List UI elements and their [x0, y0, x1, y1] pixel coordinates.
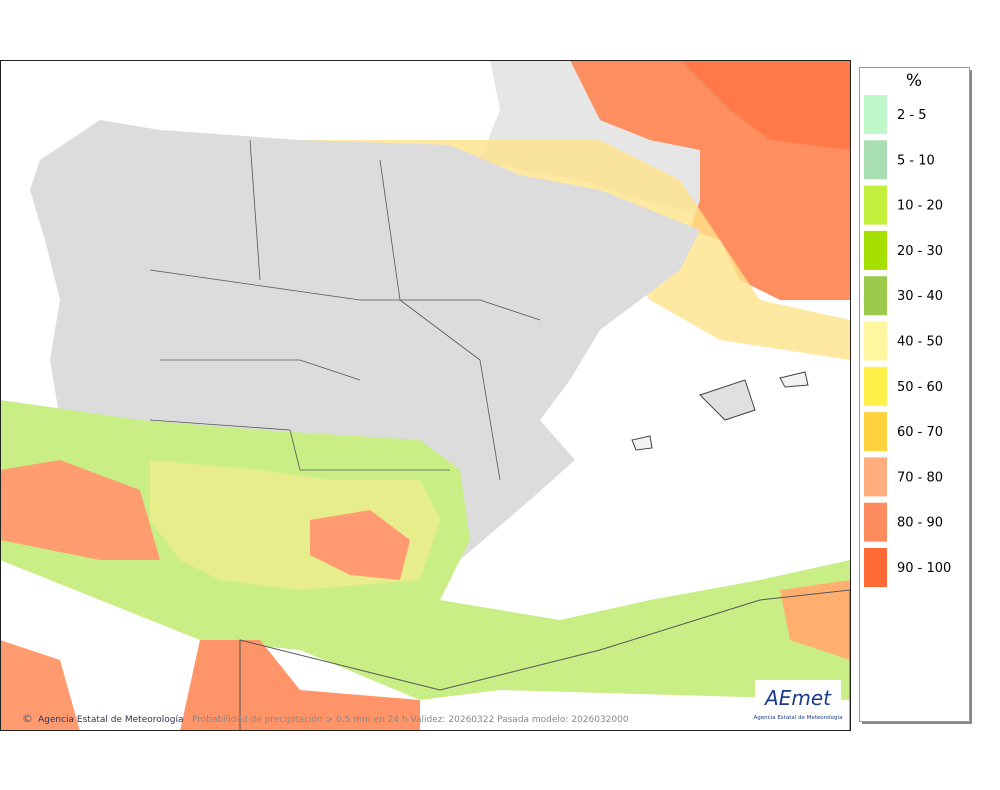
- legend-label: 70 - 80: [897, 470, 943, 485]
- legend-label: 20 - 30: [897, 244, 943, 259]
- rain-area: [780, 580, 850, 660]
- rain-area: [250, 140, 850, 360]
- legend-swatch: [864, 457, 887, 497]
- logo-name: AEmet: [763, 686, 832, 710]
- map-frame: [0, 60, 851, 731]
- africa-coast: [239, 589, 850, 730]
- legend-swatch: [864, 230, 887, 270]
- legend-label: 10 - 20: [897, 199, 943, 214]
- legend-label: 5 - 10: [897, 153, 935, 168]
- map: [1, 61, 850, 730]
- legend-swatch: [864, 548, 887, 587]
- rain-area: [310, 510, 410, 580]
- legend-label: 50 - 60: [897, 380, 943, 395]
- caption: Probabilidad de precipitación > 0.5 mm e…: [192, 714, 629, 725]
- rain-area: [1, 640, 80, 730]
- region-border: [149, 139, 541, 481]
- legend-swatch: [864, 276, 887, 316]
- legend-title: %: [906, 71, 922, 91]
- legend-label: 30 - 40: [897, 289, 943, 304]
- island: [779, 371, 809, 388]
- legend-swatch: [864, 366, 887, 406]
- island: [631, 435, 653, 451]
- logo-box: [755, 680, 841, 725]
- rain-area: [1, 460, 160, 560]
- legend-swatch: [864, 321, 887, 361]
- legend-swatch: [864, 140, 887, 180]
- legend-label: 90 - 100: [897, 561, 951, 576]
- island: [699, 379, 756, 421]
- legend-label: 80 - 90: [897, 516, 943, 531]
- legend-swatch: [864, 95, 887, 134]
- copyright-icon: ©: [22, 712, 33, 725]
- legend-label: 40 - 50: [897, 335, 943, 350]
- rain-area: [681, 61, 850, 150]
- legend-swatch: [864, 502, 887, 542]
- credit: Agencia Estatal de Meteorología: [38, 715, 184, 725]
- legend-items: 2 - 5 5 - 10 10 - 20 20 - 30 30 - 40 40 - 50 5…: [864, 95, 951, 587]
- legend-label: 2 - 5: [897, 108, 927, 123]
- legend-label: 60 - 70: [897, 425, 943, 440]
- logo-subtitle: Agencia Estatal de Meteorología: [754, 714, 843, 721]
- legend-swatch: [864, 412, 887, 452]
- legend-swatch: [864, 185, 887, 225]
